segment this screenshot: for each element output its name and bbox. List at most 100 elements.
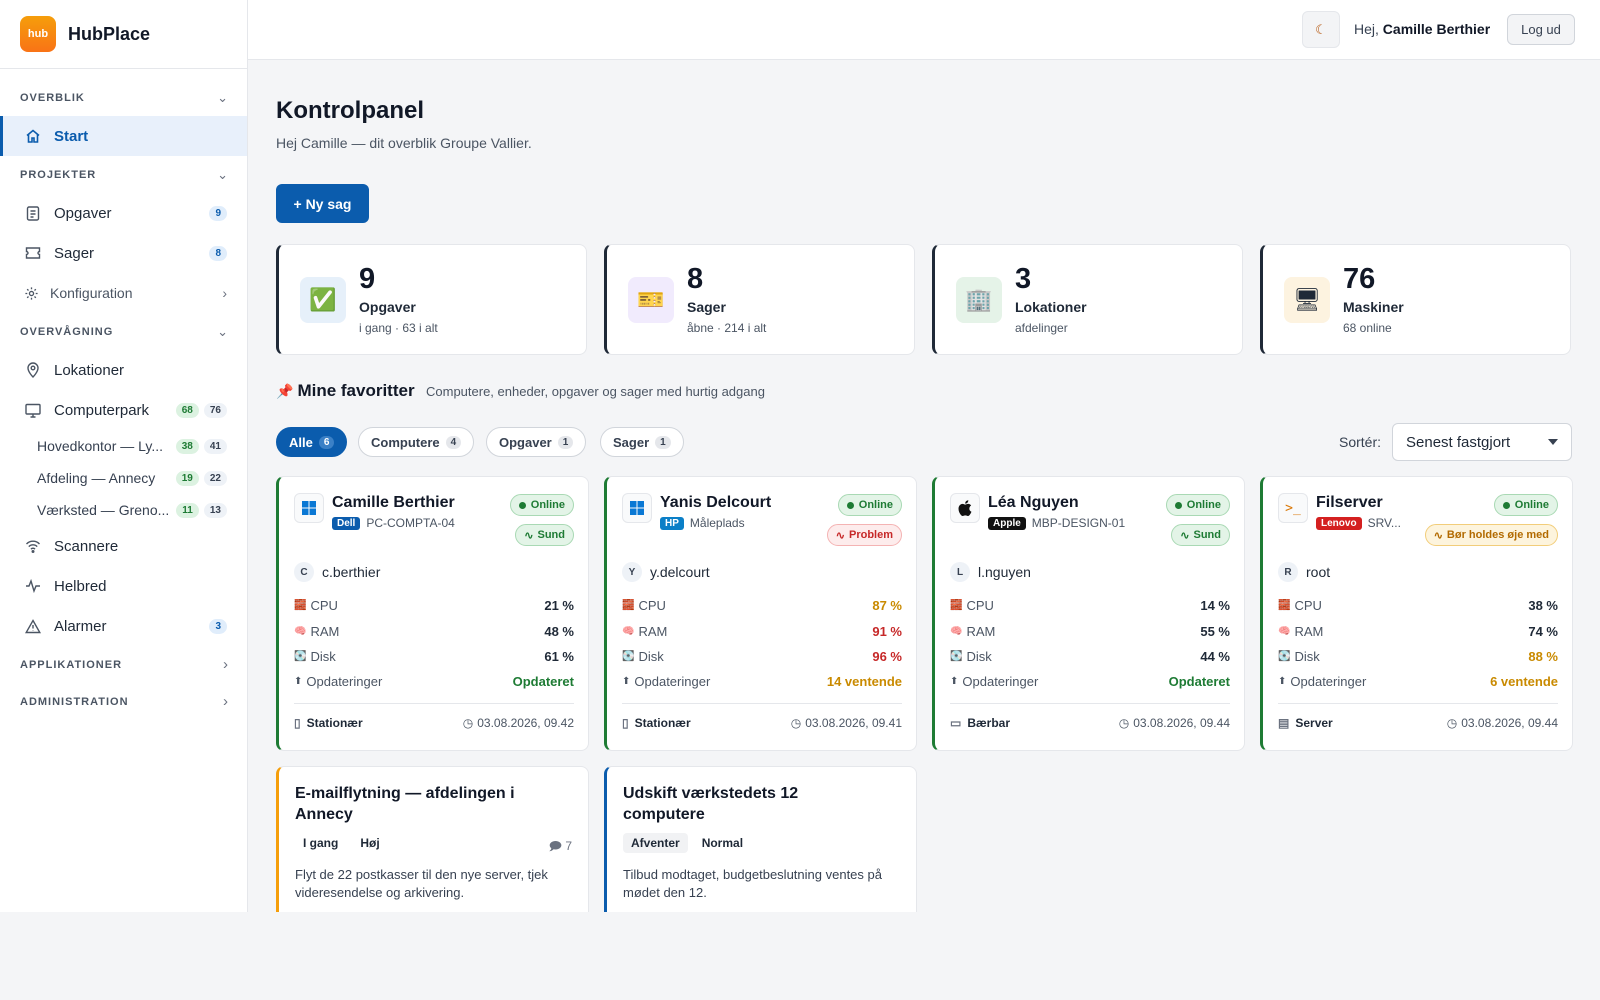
sidebar-item-tasks[interactable]: Opgaver 9 — [0, 193, 247, 233]
office-building-icon: 🏢 — [956, 277, 1002, 323]
sidebar-item-start[interactable]: Start — [0, 116, 247, 156]
filter-label: Alle — [289, 434, 313, 450]
metric-row-updates: ⬆ Opdateringer Opdateret — [950, 672, 1230, 690]
sidebar-subitem-label: Afdeling — Annecy — [37, 470, 156, 486]
filter-chip-all[interactable]: Alle 6 — [276, 427, 348, 457]
last-seen: 03.08.2026, 09.44 — [1133, 716, 1230, 730]
sidebar-subitem-label: Værksted — Greno... — [37, 502, 170, 518]
metric-row-ram: 🧠 RAM 48 % — [294, 622, 574, 640]
stat-card-machines[interactable]: 🖥 76 Maskiner 68 online — [1260, 244, 1571, 355]
filter-label: Computere — [371, 434, 440, 450]
metric-label: Opdateringer — [1290, 673, 1367, 689]
sidebar-item-config[interactable]: Konfiguration › — [0, 273, 247, 313]
task-card[interactable]: E-mailflytning — afdelingen i Annecy I g… — [276, 766, 589, 912]
metric-label: RAM — [966, 623, 996, 639]
sidebar-item-label: Sager — [54, 244, 95, 262]
metric-value: 74 % — [1528, 623, 1558, 639]
machine-type: Stationær — [306, 716, 363, 730]
metric-value: 44 % — [1200, 648, 1230, 664]
alarms-count-badge: 3 — [209, 618, 227, 634]
stat-card-cases[interactable]: 🎫 8 Sager åbne · 214 i alt — [604, 244, 915, 355]
sidebar-subitem-location[interactable]: Hovedkontor — Ly... 38 41 — [0, 430, 247, 462]
new-case-button[interactable]: + Ny sag — [276, 184, 369, 223]
stat-card-locations[interactable]: 🏢 3 Lokationer afdelinger — [932, 244, 1243, 355]
filter-count: 6 — [318, 435, 335, 449]
topbar: ☾ Hej, Camille Berthier Log ud — [248, 0, 1600, 60]
chevron-down-icon: ⌄ — [217, 323, 229, 339]
section-monitoring-label: OVERVÅGNING — [20, 325, 114, 338]
section-projects[interactable]: PROJEKTER ⌄ — [0, 156, 247, 193]
favorites-description: Computere, enheder, opgaver og sager med… — [426, 384, 765, 399]
sidebar-item-alarms[interactable]: Alarmer 3 — [0, 606, 247, 646]
sidebar-subitem-location[interactable]: Afdeling — Annecy 19 22 — [0, 462, 247, 494]
sidebar-item-health[interactable]: Helbred — [0, 566, 247, 606]
filter-chip-tasks[interactable]: Opgaver 1 — [486, 427, 587, 457]
stat-sub: 68 online — [1343, 321, 1392, 335]
logout-button[interactable]: Log ud — [1507, 14, 1575, 45]
metric-value: 38 % — [1528, 597, 1558, 613]
tasks-count-badge: 9 — [209, 205, 227, 221]
health-text: Sund — [537, 529, 566, 541]
machine-card[interactable]: Yanis Delcourt HP Måleplads Online ∿ Prob… — [604, 476, 917, 751]
stat-card-tasks[interactable]: ✅ 9 Opgaver i gang · 63 i alt — [276, 244, 587, 355]
caret-down-icon — [1548, 439, 1558, 445]
brain-icon: 🧠 — [950, 625, 963, 637]
task-tags: Afventer Normal — [623, 833, 757, 853]
metric-row-cpu: 🧱 CPU 21 % — [294, 596, 574, 614]
machine-card[interactable]: Camille Berthier Dell PC-COMPTA-04 Onlin… — [276, 476, 589, 751]
machine-card[interactable]: >_ Filserver Lenovo SRV... Online ∿ Bør h… — [1260, 476, 1573, 751]
sidebar-item-label: Start — [54, 127, 89, 145]
machine-name: Léa Nguyen — [988, 494, 1079, 511]
last-seen: 03.08.2026, 09.44 — [1461, 716, 1558, 730]
machine-info: HP Måleplads — [660, 516, 745, 530]
filter-label: Opgaver — [499, 434, 552, 450]
task-priority-tag: Høj — [360, 836, 380, 850]
clock-icon: ◷ — [462, 716, 474, 730]
section-applications[interactable]: APPLIKATIONER › — [0, 646, 247, 683]
terminal-icon: >_ — [1278, 493, 1308, 523]
task-description: Flyt de 22 postkasser til den nye server… — [295, 867, 548, 900]
section-overview[interactable]: OVERBLIK ⌄ — [0, 79, 247, 116]
stat-label: Sager — [687, 299, 726, 315]
divider — [1278, 703, 1558, 704]
section-administration[interactable]: ADMINISTRATION › — [0, 683, 247, 720]
metric-row-ram: 🧠 RAM 74 % — [1278, 622, 1558, 640]
sidebar: hub HubPlace OVERBLIK ⌄ Start PROJEKTER … — [0, 0, 248, 912]
filter-chip-cases[interactable]: Sager 1 — [600, 427, 684, 457]
metric-value: 14 ventende — [826, 673, 902, 689]
metric-value: Opdateret — [1168, 673, 1230, 689]
section-monitoring[interactable]: OVERVÅGNING ⌄ — [0, 313, 247, 350]
machine-info: Lenovo SRV... — [1316, 516, 1401, 530]
sidebar-item-scanners[interactable]: Scannere — [0, 526, 247, 566]
section-projects-label: PROJEKTER — [20, 168, 97, 181]
sidebar-item-label: Helbred — [54, 577, 107, 595]
desktop-icon: ▯ — [294, 716, 301, 730]
metric-value: 55 % — [1200, 623, 1230, 639]
sidebar-item-computers[interactable]: Computerpark 68 76 — [0, 390, 247, 430]
sidebar-item-locations[interactable]: Lokationer — [0, 350, 247, 390]
brain-icon: 🧠 — [1278, 625, 1291, 637]
metric-row-disk: 💽 Disk 96 % — [622, 647, 902, 665]
arrow-up-icon: ⬆ — [622, 675, 631, 687]
disk-icon: 💽 — [950, 650, 963, 662]
sort-select[interactable]: Senest fastgjort — [1392, 423, 1572, 461]
filter-count: 1 — [655, 435, 671, 449]
desktop-computer-icon: 🖥 — [1284, 277, 1330, 323]
sidebar-subitem-location[interactable]: Værksted — Greno... 11 13 — [0, 494, 247, 526]
sidebar-item-cases[interactable]: Sager 8 — [0, 233, 247, 273]
brand[interactable]: hub HubPlace — [0, 0, 247, 69]
section-administration-label: ADMINISTRATION — [20, 695, 129, 708]
metric-row-ram: 🧠 RAM 91 % — [622, 622, 902, 640]
health-badge: ∿ Bør holdes øje med — [1424, 524, 1558, 546]
machine-card[interactable]: Léa Nguyen Apple MBP-DESIGN-01 Online ∿ S… — [932, 476, 1245, 751]
filter-chip-computers[interactable]: Computere 4 — [358, 427, 475, 457]
sidebar-item-label: Scannere — [54, 537, 119, 555]
chevron-right-icon: › — [223, 693, 229, 710]
warning-icon — [24, 617, 42, 635]
theme-toggle-button[interactable]: ☾ — [1302, 11, 1340, 48]
brain-icon: 🧠 — [622, 625, 635, 637]
task-card[interactable]: Udskift værkstedets 12 computere Afvente… — [604, 766, 917, 912]
checkmark-icon: ✅ — [300, 277, 346, 323]
machine-type: Stationær — [634, 716, 691, 730]
machine-type: Server — [1295, 716, 1333, 730]
